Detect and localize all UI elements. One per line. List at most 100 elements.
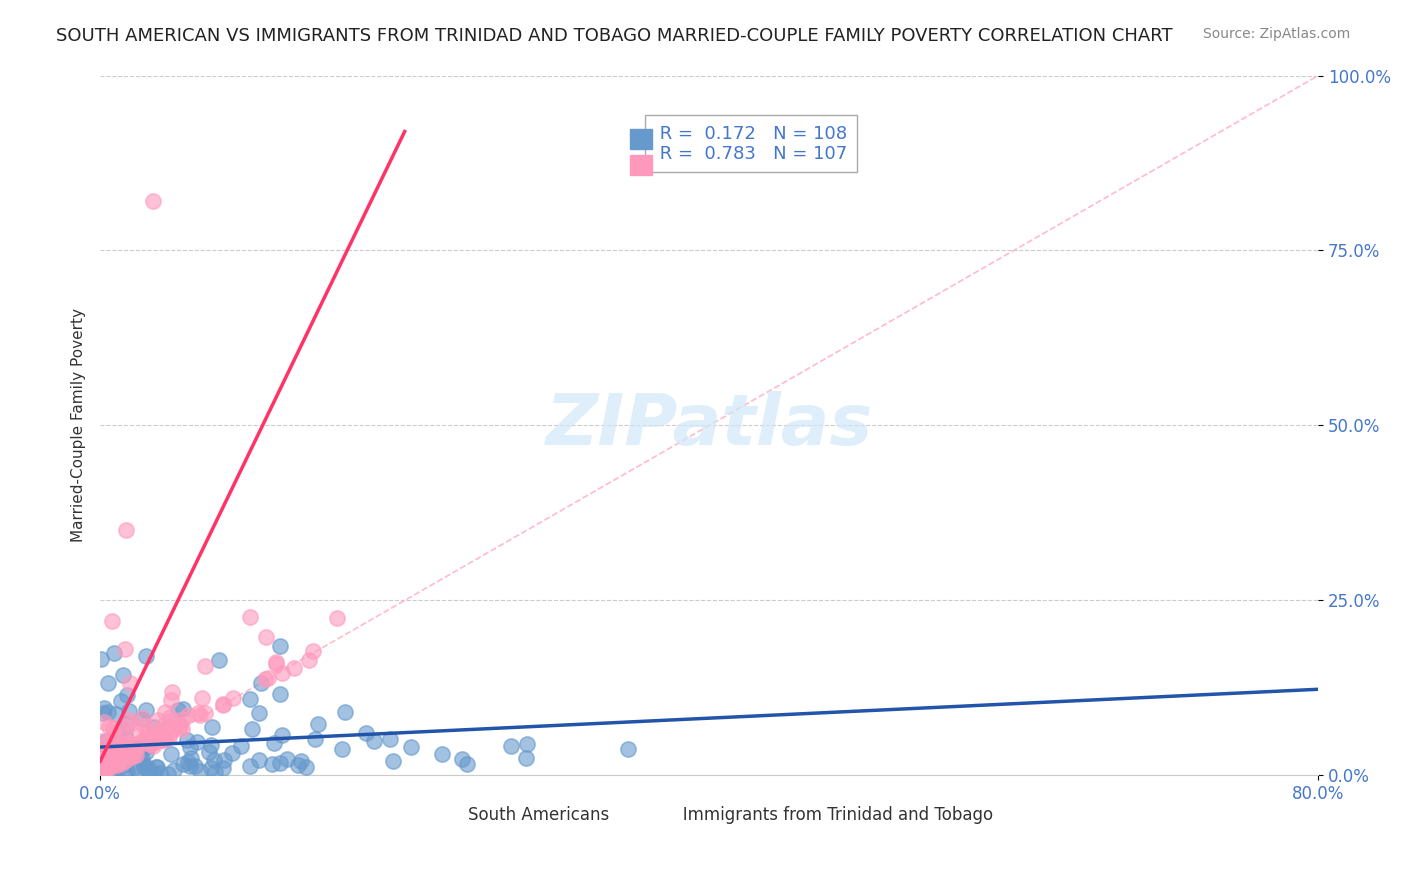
Point (249, 753, 271, 767)
Point (146, 760, 169, 774)
Point (150, 728, 173, 742)
Point (122, 743, 145, 757)
Point (160, 692, 183, 706)
Point (98, 719, 121, 733)
Point (430, 747, 453, 762)
Point (222, 691, 245, 706)
Point (180, 750, 202, 764)
Point (515, 750, 537, 764)
Point (141, 736, 163, 750)
Point (145, 760, 167, 774)
Point (212, 761, 235, 775)
Point (194, 658, 217, 673)
Point (451, 752, 474, 766)
Point (270, 666, 292, 681)
Point (136, 762, 159, 776)
Point (179, 740, 201, 755)
Point (239, 610, 262, 624)
Point (107, 739, 129, 754)
Point (114, 524, 136, 538)
Point (141, 730, 163, 744)
Text: ZIPatlas: ZIPatlas (546, 391, 873, 460)
Point (124, 724, 146, 739)
Point (149, 765, 172, 780)
Point (122, 748, 145, 763)
Point (201, 720, 224, 734)
Point (101, 767, 124, 781)
Point (104, 756, 127, 771)
Point (97, 760, 120, 774)
Point (91, 765, 114, 780)
Point (190, 764, 212, 778)
Point (97, 676, 120, 690)
Point (142, 194, 165, 209)
Point (131, 712, 153, 726)
Point (269, 687, 291, 701)
Point (107, 756, 129, 770)
Point (202, 753, 225, 767)
Point (177, 756, 200, 770)
Point (118, 736, 141, 750)
Point (114, 764, 136, 779)
FancyBboxPatch shape (630, 129, 652, 149)
Point (93, 701, 115, 715)
Point (120, 717, 142, 731)
Point (269, 756, 291, 770)
Point (107, 747, 129, 762)
Point (131, 752, 153, 766)
Point (131, 733, 153, 747)
Point (134, 760, 156, 774)
Point (136, 739, 159, 754)
Y-axis label: Married-Couple Family Poverty: Married-Couple Family Poverty (72, 309, 86, 542)
Point (295, 760, 318, 774)
Point (240, 723, 263, 737)
Point (247, 706, 270, 720)
Point (135, 745, 157, 759)
Point (94, 744, 117, 758)
Point (91, 706, 114, 720)
Point (271, 728, 294, 742)
Point (307, 717, 329, 731)
Point (101, 721, 124, 735)
Point (100, 765, 122, 780)
Point (169, 719, 191, 733)
Point (115, 737, 138, 751)
Point (169, 717, 191, 731)
FancyBboxPatch shape (630, 155, 652, 175)
Point (97, 747, 120, 762)
Point (188, 708, 211, 723)
Point (114, 757, 136, 772)
Point (91, 765, 114, 780)
Point (94, 757, 117, 772)
Point (160, 685, 183, 699)
Point (135, 648, 157, 663)
Point (177, 708, 200, 723)
Point (105, 747, 128, 761)
Point (135, 736, 157, 750)
Point (142, 766, 165, 780)
Point (617, 742, 640, 756)
Point (115, 717, 138, 731)
Point (104, 745, 127, 759)
Point (101, 758, 124, 772)
Point (172, 757, 194, 772)
Point (98, 738, 121, 752)
Point (186, 735, 208, 749)
Point (332, 741, 354, 756)
Point (287, 758, 309, 772)
Point (138, 728, 160, 742)
Point (516, 737, 538, 751)
Point (91, 749, 114, 764)
Point (114, 747, 136, 762)
Point (136, 724, 159, 739)
Point (260, 756, 283, 771)
Point (333, 705, 356, 719)
Point (141, 737, 163, 751)
Point (499, 739, 522, 754)
Point (139, 734, 162, 748)
Point (94, 762, 117, 776)
Point (153, 729, 176, 743)
Text: SOUTH AMERICAN VS IMMIGRANTS FROM TRINIDAD AND TOBAGO MARRIED-COUPLE FAMILY POVE: SOUTH AMERICAN VS IMMIGRANTS FROM TRINID… (56, 27, 1173, 45)
Point (264, 655, 287, 669)
Point (264, 657, 287, 672)
